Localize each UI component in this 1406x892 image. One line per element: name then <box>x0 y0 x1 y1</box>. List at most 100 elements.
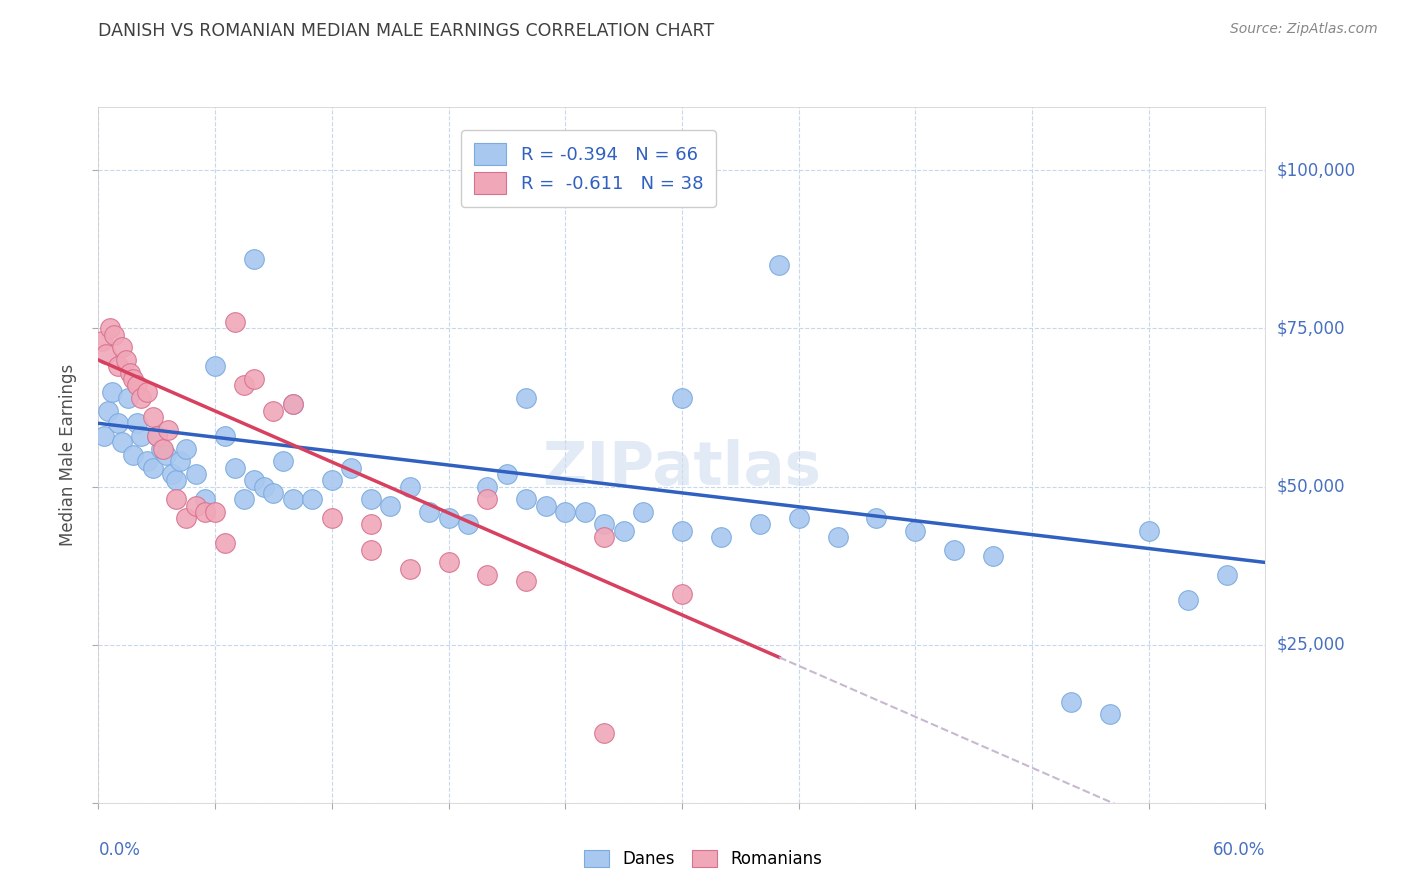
Point <box>184 499 207 513</box>
Point <box>437 556 460 570</box>
Point <box>1177 593 1199 607</box>
Point <box>194 492 217 507</box>
Point <box>437 511 460 525</box>
Text: $75,000: $75,000 <box>1277 319 1346 337</box>
Point <box>111 340 134 354</box>
Point <box>904 524 927 538</box>
Point <box>107 359 129 374</box>
Point <box>593 726 616 740</box>
Point <box>477 479 499 493</box>
Point <box>96 347 118 361</box>
Point <box>243 473 266 487</box>
Point <box>612 524 634 538</box>
Point <box>271 454 294 468</box>
Point <box>224 460 246 475</box>
Point <box>671 524 693 538</box>
Point <box>262 486 284 500</box>
Point <box>146 429 169 443</box>
Point <box>224 315 246 329</box>
Point <box>114 353 136 368</box>
Point <box>671 587 693 601</box>
Point <box>214 429 236 443</box>
Point <box>91 334 114 348</box>
Point <box>253 479 276 493</box>
Point <box>477 492 499 507</box>
Point <box>574 505 596 519</box>
Point <box>495 467 517 481</box>
Point <box>515 492 537 507</box>
Point <box>165 492 187 507</box>
Point <box>174 442 197 456</box>
Point <box>233 492 256 507</box>
Point <box>157 423 180 437</box>
Point <box>321 473 343 487</box>
Text: $100,000: $100,000 <box>1277 161 1355 179</box>
Point <box>360 542 382 557</box>
Point <box>243 372 266 386</box>
Point <box>281 397 304 411</box>
Text: $50,000: $50,000 <box>1277 477 1346 496</box>
Point <box>103 327 125 342</box>
Point <box>98 321 121 335</box>
Point <box>243 252 266 266</box>
Point <box>981 549 1004 563</box>
Point <box>165 473 187 487</box>
Point <box>281 492 304 507</box>
Point <box>142 409 165 424</box>
Point <box>631 505 654 519</box>
Legend: R = -0.394   N = 66, R =  -0.611   N = 38: R = -0.394 N = 66, R = -0.611 N = 38 <box>461 130 716 207</box>
Text: $25,000: $25,000 <box>1277 636 1346 654</box>
Point <box>710 530 733 544</box>
Point <box>184 467 207 481</box>
Point <box>340 460 363 475</box>
Point <box>127 378 149 392</box>
Point <box>204 505 226 519</box>
Point <box>1215 568 1237 582</box>
Text: Source: ZipAtlas.com: Source: ZipAtlas.com <box>1230 22 1378 37</box>
Point <box>118 366 141 380</box>
Text: 0.0%: 0.0% <box>98 841 141 859</box>
Point <box>321 511 343 525</box>
Point <box>111 435 134 450</box>
Point <box>152 442 174 456</box>
Point <box>787 511 810 525</box>
Point <box>233 378 256 392</box>
Point <box>768 258 790 272</box>
Point <box>122 448 145 462</box>
Legend: Danes, Romanians: Danes, Romanians <box>578 843 828 875</box>
Point <box>129 429 152 443</box>
Point <box>136 384 159 399</box>
Point <box>457 517 479 532</box>
Point <box>534 499 557 513</box>
Point <box>204 359 226 374</box>
Point <box>554 505 576 519</box>
Point <box>136 454 159 468</box>
Point <box>127 417 149 431</box>
Point <box>398 562 420 576</box>
Point <box>360 517 382 532</box>
Point <box>194 505 217 519</box>
Point <box>149 442 172 456</box>
Point <box>671 391 693 405</box>
Point <box>1137 524 1160 538</box>
Point <box>129 391 152 405</box>
Point <box>477 568 499 582</box>
Point <box>1060 695 1083 709</box>
Point <box>515 574 537 589</box>
Point <box>865 511 887 525</box>
Point <box>281 397 304 411</box>
Point <box>360 492 382 507</box>
Point <box>827 530 849 544</box>
Point <box>97 403 120 417</box>
Point <box>748 517 770 532</box>
Point <box>142 460 165 475</box>
Point <box>122 372 145 386</box>
Point <box>301 492 323 507</box>
Point <box>162 467 184 481</box>
Point <box>155 448 177 462</box>
Point <box>146 429 169 443</box>
Point <box>117 391 139 405</box>
Point <box>169 454 191 468</box>
Point <box>107 417 129 431</box>
Point <box>93 429 115 443</box>
